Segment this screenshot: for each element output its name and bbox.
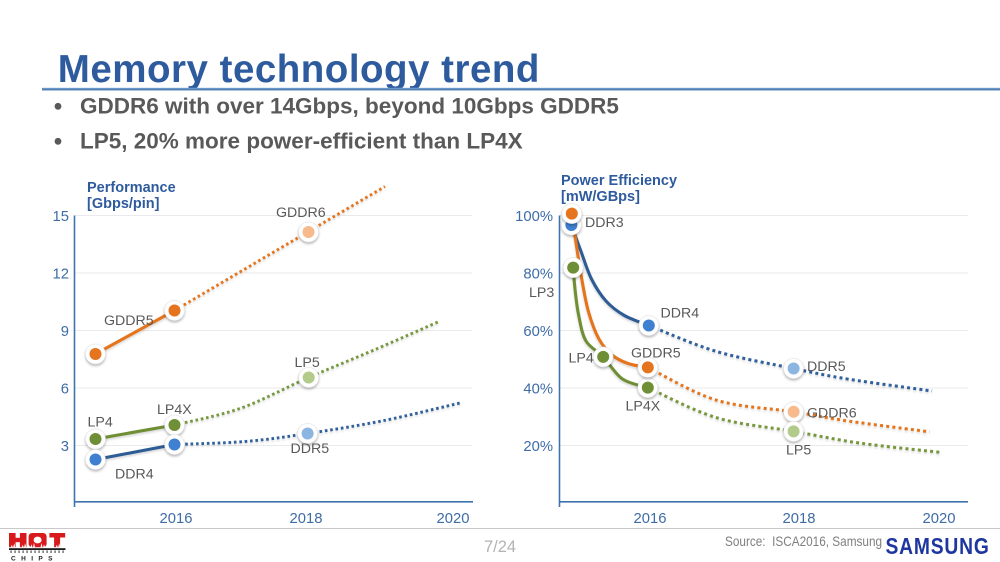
svg-text:DDR4: DDR4 <box>661 306 700 322</box>
svg-text:7/24: 7/24 <box>484 538 516 556</box>
svg-text:DDR5: DDR5 <box>807 359 846 375</box>
svg-text:40%: 40% <box>523 382 553 398</box>
svg-text:3: 3 <box>61 439 69 455</box>
svg-text:6: 6 <box>61 382 69 398</box>
svg-text:GDDR6: GDDR6 <box>276 205 326 221</box>
svg-text:LP5, 20% more power-efficient: LP5, 20% more power-efficient than LP4X <box>80 128 523 153</box>
svg-text:DDR5: DDR5 <box>291 441 330 457</box>
svg-text:GDDR5: GDDR5 <box>631 346 681 362</box>
svg-text:2018: 2018 <box>290 511 323 527</box>
svg-text:SAMSUNG: SAMSUNG <box>886 533 990 559</box>
svg-text:DDR3: DDR3 <box>585 215 624 231</box>
svg-text:GDDR5: GDDR5 <box>104 313 154 329</box>
svg-text:80%: 80% <box>523 267 553 283</box>
svg-text:2016: 2016 <box>160 511 193 527</box>
svg-text:LP3: LP3 <box>529 285 554 301</box>
svg-text:Power Efficiency: Power Efficiency <box>561 173 677 189</box>
svg-text:Source: ISCA2016, Samsung: Source: ISCA2016, Samsung <box>725 534 882 549</box>
svg-text:LP5: LP5 <box>295 355 320 371</box>
svg-text:[Gbps/pin]: [Gbps/pin] <box>87 196 160 212</box>
svg-text:Memory technology trend: Memory technology trend <box>58 48 540 91</box>
svg-text:15: 15 <box>53 209 69 225</box>
svg-text:2016: 2016 <box>634 511 667 527</box>
svg-text:[mW/GBps]: [mW/GBps] <box>561 189 640 205</box>
svg-text:100%: 100% <box>515 209 553 225</box>
svg-text:CHIPS: CHIPS <box>11 556 58 562</box>
svg-text:2020: 2020 <box>923 511 956 527</box>
svg-text:DDR4: DDR4 <box>115 467 154 483</box>
svg-text:Performance: Performance <box>87 180 176 196</box>
svg-text:60%: 60% <box>523 324 553 340</box>
svg-text:GDDR6: GDDR6 <box>807 406 857 422</box>
svg-text:9: 9 <box>61 324 69 340</box>
svg-text:20%: 20% <box>523 439 553 455</box>
svg-text:LP5: LP5 <box>786 443 811 459</box>
svg-text:LP4: LP4 <box>88 415 113 431</box>
svg-text:LP4X: LP4X <box>626 399 661 415</box>
svg-text:12: 12 <box>53 267 69 283</box>
svg-text:GDDR6 with over 14Gbps, beyond: GDDR6 with over 14Gbps, beyond 10Gbps GD… <box>80 93 619 118</box>
svg-text:LP4X: LP4X <box>157 402 192 418</box>
svg-text:2018: 2018 <box>783 511 816 527</box>
svg-text:LP4: LP4 <box>569 351 594 367</box>
svg-text:2020: 2020 <box>437 511 470 527</box>
